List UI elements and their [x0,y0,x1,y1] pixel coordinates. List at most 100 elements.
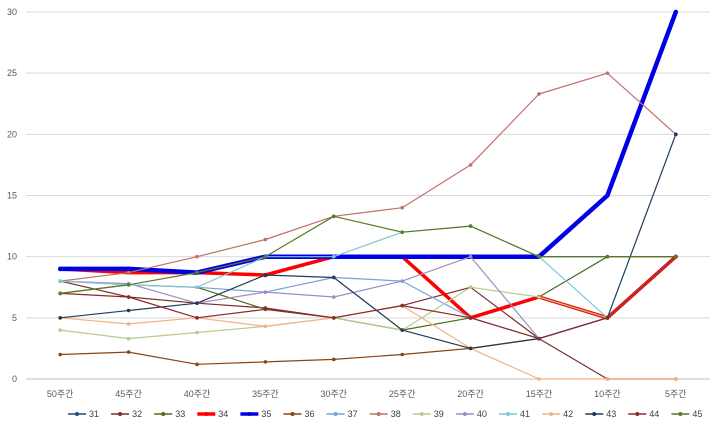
legend-item-39: 39 [412,409,444,419]
data-point [537,336,541,341]
series-42 [58,303,678,381]
x-tick-label: 20주간 [457,389,484,399]
series-lines [57,9,679,381]
x-tick-label: 5주간 [665,389,687,399]
data-point [195,254,199,259]
data-point [195,362,199,367]
legend-marker [678,412,683,416]
legend-marker [635,412,640,416]
data-point [605,193,610,198]
legend-marker [462,412,467,416]
legend-label: 44 [649,409,659,419]
data-point [195,285,199,290]
data-point [58,291,62,296]
legend-item-36: 36 [283,409,315,419]
data-point [332,316,336,320]
legend-label: 31 [89,409,99,419]
legend-label: 33 [175,409,185,419]
data-point [126,283,131,287]
legend-item-35: 35 [240,409,271,419]
y-tick-label: 5 [12,313,17,323]
data-point [263,324,268,329]
data-point [126,295,131,299]
legend-label: 34 [218,409,228,419]
data-point [263,237,268,242]
legend-item-34: 34 [197,409,228,419]
data-point [537,377,541,381]
data-point [126,336,131,341]
x-tick-label: 35주간 [252,389,279,399]
data-point [263,307,268,312]
series-38 [58,71,678,283]
data-point [126,308,131,313]
data-point [263,360,268,364]
data-point [126,270,131,275]
legend-label: 32 [132,409,142,419]
data-point [537,254,541,259]
legend-item-42: 42 [542,409,573,419]
legend-label: 41 [520,409,530,419]
x-tick-label: 10주간 [594,389,621,399]
series-line-39 [59,256,677,340]
data-point [400,352,405,357]
legend-item-41: 41 [499,409,530,419]
data-point [673,9,678,15]
series-32 [58,279,678,381]
data-point [332,214,336,219]
series-35 [57,9,679,275]
x-tick-label: 40주간 [184,389,211,399]
series-line-35 [57,9,679,275]
data-point [537,92,541,96]
x-tick-label: 25주간 [389,389,416,399]
data-point [468,346,473,351]
series-33 [58,254,678,332]
data-point [400,279,405,283]
series-line-44 [59,256,677,340]
legend-marker [419,412,424,416]
legend-marker [549,412,554,416]
legend-marker [161,412,166,416]
series-34 [58,254,678,321]
legend-label: 40 [477,409,487,419]
y-tick-label: 30 [7,7,17,17]
data-point [468,224,473,228]
data-point [126,322,131,326]
data-point [468,163,473,167]
legend-marker [204,412,209,416]
y-tick-label: 25 [7,68,17,78]
data-point [400,303,405,308]
data-point [195,270,199,275]
legend-marker [506,412,510,416]
legend-marker [290,412,295,416]
y-tick-label: 10 [7,252,17,262]
legend-item-43: 43 [585,409,616,419]
data-point [332,275,336,280]
legend-label: 37 [348,409,358,419]
data-point [126,266,131,272]
x-tick-label: 45주간 [115,389,142,399]
legend-label: 45 [692,409,702,419]
legend: 31 32 33 34 35 36 37 38 39 40 41 42 43 44 45 [68,409,702,419]
data-point [400,230,405,234]
data-point [263,254,268,259]
series-line-41 [59,225,677,319]
legend-item-44: 44 [628,409,659,419]
legend-marker [592,412,597,416]
data-point [605,71,610,75]
data-point [195,330,199,335]
series-line-43 [59,133,677,349]
data-point [332,295,336,299]
legend-marker [376,412,381,416]
legend-marker [333,412,338,416]
data-point [674,132,678,137]
legend-label: 35 [261,409,271,419]
legend-marker [75,412,79,416]
legend-label: 38 [391,409,401,419]
legend-item-32: 32 [111,409,142,419]
data-point [263,290,268,294]
data-point [537,295,541,299]
legend-label: 43 [606,409,616,419]
data-point [400,205,405,210]
data-point [195,316,199,320]
legend-item-38: 38 [369,409,401,419]
